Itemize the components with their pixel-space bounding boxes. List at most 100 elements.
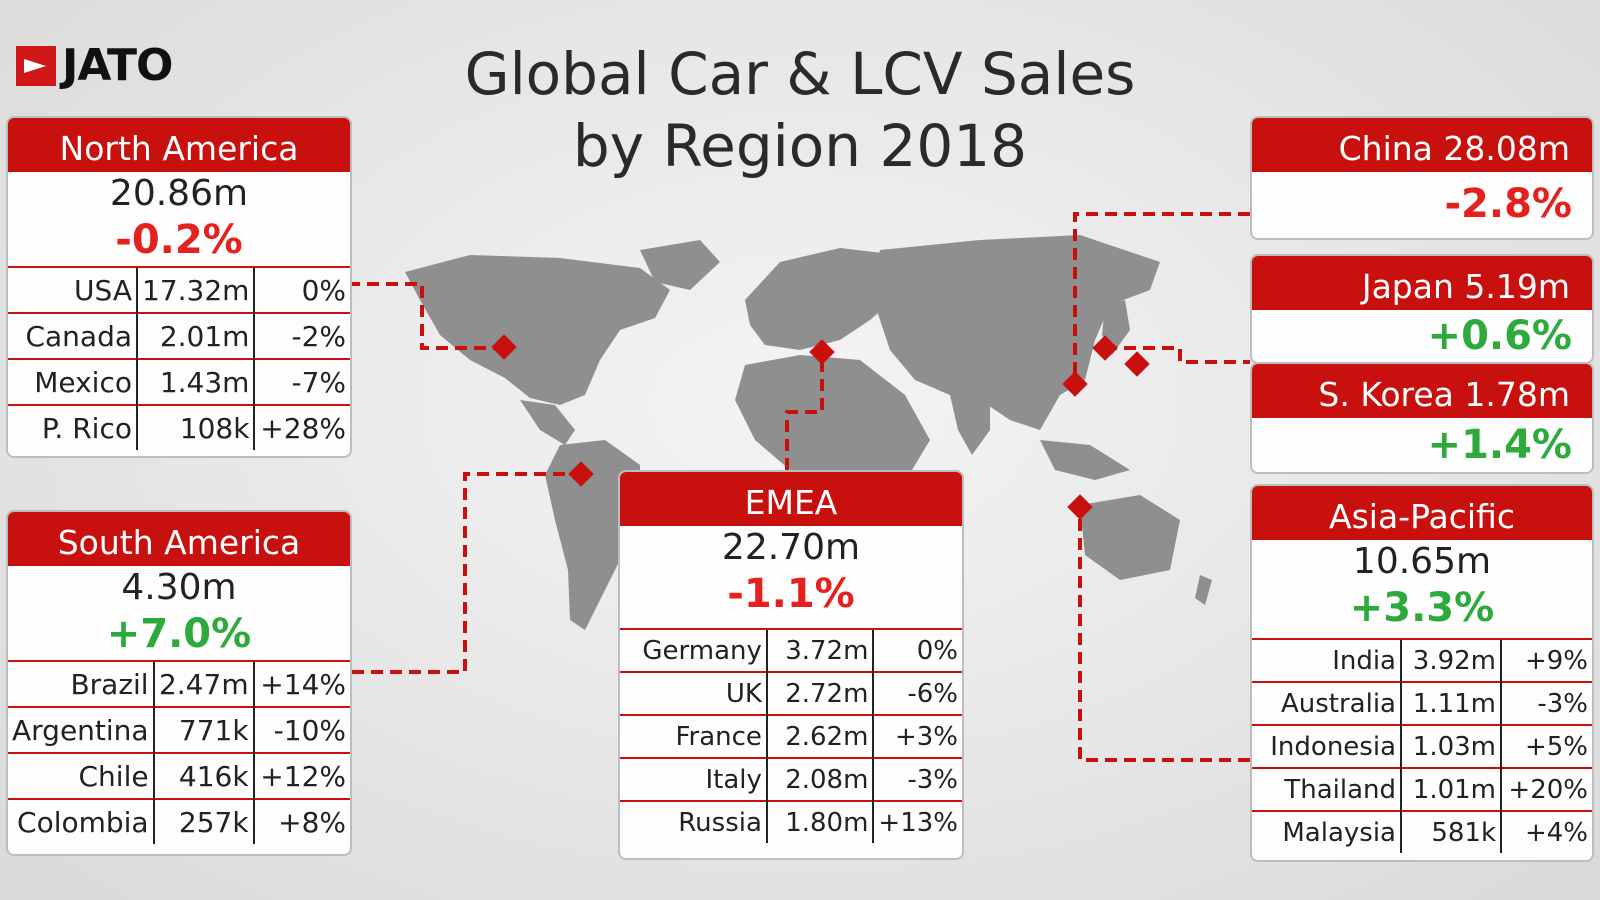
- south-america-panel: South America 4.30m +7.0% Brazil 2.47m +14…: [6, 510, 352, 856]
- country-name: Colombia: [8, 798, 154, 844]
- change-value: +3%: [872, 714, 962, 758]
- emea-table: Germany 3.72m 0% UK 2.72m -6% France 2.62m +3%…: [620, 628, 962, 843]
- country-name: P. Rico: [8, 404, 137, 450]
- southeast-asia-shape: [1040, 440, 1130, 480]
- sales-value: 1.03m: [1400, 724, 1501, 768]
- north-america-header: North America: [8, 118, 350, 172]
- change-value: +4%: [1500, 810, 1592, 853]
- table-row: Russia 1.80m +13%: [620, 800, 962, 843]
- table-row: Australia 1.11m -3%: [1252, 681, 1592, 725]
- asia-pacific-table: India 3.92m +9% Australia 1.11m -3% Indonesi…: [1252, 638, 1592, 853]
- change-value: 0%: [253, 266, 350, 313]
- country-name: Brazil: [8, 660, 154, 707]
- page-title: Global Car & LCV Sales by Region 2018: [410, 38, 1190, 182]
- change-value: 0%: [872, 628, 962, 672]
- table-row: UK 2.72m -6%: [620, 671, 962, 715]
- change-value: +8%: [252, 798, 350, 844]
- country-name: Thailand: [1252, 767, 1401, 811]
- na-marker: [491, 334, 517, 360]
- country-name: India: [1252, 638, 1401, 682]
- sales-value: 2.47m: [152, 660, 254, 707]
- jato-logo: JATO: [16, 40, 173, 91]
- jato-logo-icon: [16, 45, 56, 86]
- sales-value: 257k: [152, 798, 254, 844]
- change-value: +9%: [1500, 638, 1592, 682]
- change-value: +13%: [872, 800, 962, 843]
- emea-change: -1.1%: [727, 571, 855, 617]
- korea-header: S. Korea 1.78m: [1252, 364, 1592, 418]
- change-value: +12%: [252, 752, 350, 799]
- india-shape: [950, 395, 990, 455]
- table-row: Canada 2.01m -2%: [8, 312, 350, 359]
- change-value: +20%: [1500, 767, 1592, 811]
- table-row: France 2.62m +3%: [620, 714, 962, 758]
- country-name: UK: [620, 671, 767, 715]
- greenland-shape: [640, 240, 720, 290]
- country-name: Argentina: [8, 706, 154, 753]
- central-america-shape: [520, 400, 575, 445]
- asia-shape: [870, 235, 1160, 430]
- table-row: Colombia 257k +8%: [8, 798, 350, 844]
- change-value: +28%: [253, 404, 350, 450]
- japan-panel: Japan 5.19m +0.6%: [1250, 254, 1594, 364]
- sales-value: 1.80m: [765, 800, 874, 843]
- asia-pacific-change: +3.3%: [1349, 585, 1495, 631]
- japan-change: +0.6%: [1427, 313, 1572, 359]
- sales-value: 108k: [135, 404, 255, 450]
- emea-connector: [785, 352, 824, 470]
- connector-lines: [348, 212, 1250, 762]
- sales-value: 1.11m: [1400, 681, 1501, 725]
- table-row: Argentina 771k -10%: [8, 706, 350, 753]
- country-name: USA: [8, 266, 137, 313]
- asia-pacific-panel: Asia-Pacific 10.65m +3.3% India 3.92m +9% …: [1250, 484, 1594, 862]
- country-name: Australia: [1252, 681, 1401, 725]
- country-name: Mexico: [8, 358, 137, 405]
- country-name: France: [620, 714, 767, 758]
- asia-pacific-total: 10.65m: [1352, 541, 1492, 582]
- change-value: +5%: [1500, 724, 1592, 768]
- change-value: -7%: [253, 358, 350, 405]
- korea-panel: S. Korea 1.78m +1.4%: [1250, 362, 1594, 474]
- table-row: Brazil 2.47m +14%: [8, 660, 350, 707]
- sales-value: 17.32m: [135, 266, 255, 313]
- emea-panel: EMEA 22.70m -1.1% Germany 3.72m 0% UK 2.72m…: [618, 470, 964, 860]
- north-america-panel: North America 20.86m -0.2% USA 17.32m 0% C…: [6, 116, 352, 458]
- south-america-shape: [545, 440, 640, 630]
- title-line-1: Global Car & LCV Sales: [464, 40, 1136, 108]
- country-name: Chile: [8, 752, 154, 799]
- title-line-2: by Region 2018: [572, 112, 1028, 180]
- sales-value: 581k: [1400, 810, 1501, 853]
- sales-value: 771k: [152, 706, 254, 753]
- change-value: -3%: [1500, 681, 1592, 725]
- na-connector: [348, 282, 505, 350]
- sales-value: 2.01m: [135, 312, 255, 359]
- sales-value: 2.08m: [765, 757, 874, 801]
- country-name: Indonesia: [1252, 724, 1401, 768]
- sales-value: 416k: [152, 752, 254, 799]
- new-zealand-shape: [1195, 575, 1212, 605]
- table-row: Chile 416k +12%: [8, 752, 350, 799]
- table-row: Mexico 1.43m -7%: [8, 358, 350, 405]
- north-america-shape: [405, 255, 670, 405]
- emea-total: 22.70m: [721, 527, 861, 568]
- country-name: Malaysia: [1252, 810, 1401, 853]
- emea-marker: [809, 339, 835, 365]
- table-row: Indonesia 1.03m +5%: [1252, 724, 1592, 768]
- change-value: -2%: [253, 312, 350, 359]
- south-america-table: Brazil 2.47m +14% Argentina 771k -10% Chile 4…: [8, 660, 350, 844]
- country-name: Russia: [620, 800, 767, 843]
- sales-value: 1.01m: [1400, 767, 1501, 811]
- change-value: -6%: [872, 671, 962, 715]
- change-value: +14%: [252, 660, 350, 707]
- change-value: -10%: [252, 706, 350, 753]
- country-name: Germany: [620, 628, 767, 672]
- table-row: P. Rico 108k +28%: [8, 404, 350, 450]
- sa-marker: [568, 461, 594, 487]
- table-row: Thailand 1.01m +20%: [1252, 767, 1592, 811]
- japan-korea-connector: [1105, 346, 1250, 364]
- emea-header: EMEA: [620, 472, 962, 526]
- north-america-total: 20.86m: [109, 173, 249, 214]
- logo-text: JATO: [62, 40, 173, 91]
- china-panel: China 28.08m -2.8%: [1250, 116, 1594, 240]
